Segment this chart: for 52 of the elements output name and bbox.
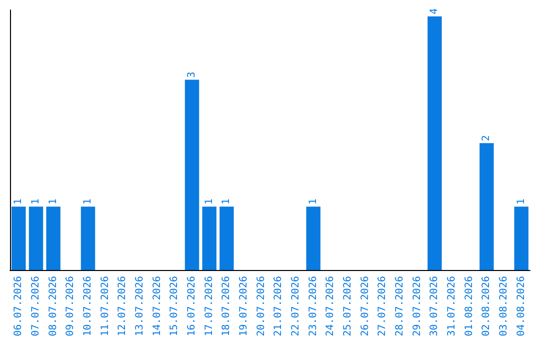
bar [220, 206, 234, 270]
data-label: 1 [308, 198, 319, 205]
bar [306, 206, 320, 270]
x-tick-label: 28.07.2026 [394, 276, 406, 336]
bar [480, 143, 494, 270]
data-label: 1 [204, 198, 215, 205]
x-tick-label: 14.07.2026 [152, 276, 163, 336]
x-tick-label: 20.07.2026 [256, 276, 267, 336]
bar [46, 206, 60, 270]
data-label: 1 [48, 198, 59, 205]
x-tick-label: 04.08.2026 [516, 276, 527, 336]
x-tick-label: 30.07.2026 [429, 276, 440, 336]
bar [28, 206, 44, 270]
data-label: 2 [481, 135, 492, 142]
x-tick-label: 01.08.2026 [464, 276, 475, 336]
x-tick-label: 29.07.2026 [412, 276, 423, 336]
bar [184, 80, 200, 270]
x-tick-label: 11.07.2026 [100, 276, 111, 336]
data-label: 1 [221, 198, 232, 205]
bar [12, 206, 26, 270]
x-tick-label: 21.07.2026 [273, 276, 284, 336]
x-tick-label: 07.07.2026 [30, 276, 42, 336]
x-tick-label: 26.07.2026 [360, 276, 371, 336]
data-label: 3 [186, 72, 198, 78]
x-tick-label: 12.07.2026 [117, 276, 128, 336]
bar [202, 206, 216, 270]
x-tick-label: 16.07.2026 [186, 276, 198, 336]
x-tick-label: 27.07.2026 [377, 276, 388, 336]
x-tick-label: 02.08.2026 [481, 276, 492, 336]
x-tick-label: 19.07.2026 [238, 276, 250, 336]
x-tick-label: 15.07.2026 [169, 276, 180, 336]
x-tick-label: 31.07.2026 [446, 276, 458, 336]
x-tick-label: 03.08.2026 [498, 276, 510, 336]
bar [428, 16, 442, 270]
bar [514, 206, 528, 270]
data-label: 1 [516, 198, 527, 205]
x-tick-label: 25.07.2026 [342, 276, 354, 336]
x-tick-label: 23.07.2026 [308, 276, 319, 336]
x-tick-label: 17.07.2026 [204, 276, 215, 336]
data-label: 1 [13, 198, 24, 205]
x-tick-label: 06.07.2026 [13, 276, 24, 336]
x-tick-label: 18.07.2026 [221, 276, 232, 336]
bar [80, 206, 96, 270]
data-label: 1 [30, 198, 42, 205]
x-tick-label: 08.07.2026 [48, 276, 59, 336]
x-tick-label: 09.07.2026 [65, 276, 76, 336]
x-tick-label: 13.07.2026 [134, 276, 146, 336]
x-tick-label: 24.07.2026 [325, 276, 336, 336]
x-tick-label: 10.07.2026 [82, 276, 94, 336]
data-label: 4 [429, 8, 440, 14]
x-tick-label: 22.07.2026 [290, 276, 302, 336]
data-label: 1 [82, 198, 94, 205]
